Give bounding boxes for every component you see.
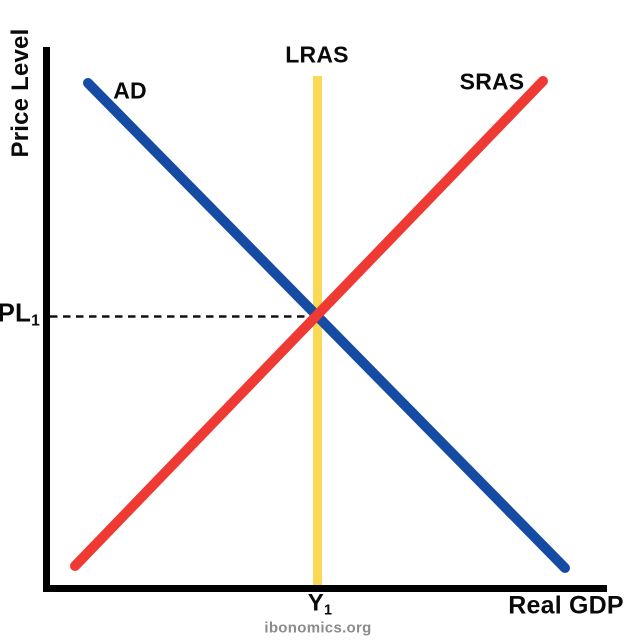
pl1-price-label: PL1 — [0, 298, 40, 331]
sras-curve-label: SRAS — [459, 68, 525, 95]
y1-output-label: Y1 — [308, 590, 332, 619]
ad-curve-label: AD — [113, 77, 147, 104]
y1-text: Y — [307, 589, 324, 617]
lras-curve-label: LRAS — [285, 41, 349, 68]
x-axis-title: Real GDP — [508, 591, 624, 620]
y1-subscript: 1 — [324, 602, 333, 619]
y-axis-title: Price Level — [7, 28, 34, 158]
watermark: ibonomics.org — [264, 619, 372, 637]
pl1-text: PL — [0, 297, 32, 328]
sras-curve — [70, 76, 548, 571]
ad-curve — [83, 78, 570, 573]
pl1-subscript: 1 — [31, 312, 40, 330]
